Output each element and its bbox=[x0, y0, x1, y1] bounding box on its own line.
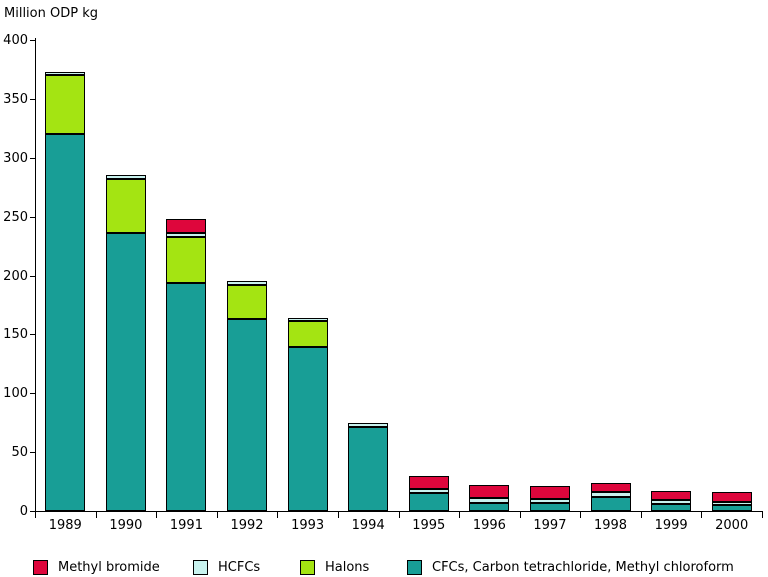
legend-label-methyl-bromide: Methyl bromide bbox=[58, 560, 160, 575]
bar-1989-hcfcs bbox=[45, 71, 86, 76]
bar-1998-hcfcs bbox=[590, 492, 631, 497]
bar-1991-hcfcs bbox=[166, 233, 207, 237]
y-tick bbox=[30, 393, 35, 395]
bar-2000-methyl-bromide bbox=[711, 492, 752, 502]
x-year-label: 1990 bbox=[109, 518, 143, 533]
x-year-label: 1994 bbox=[351, 518, 385, 533]
bar-1999-cfcs bbox=[651, 503, 692, 511]
x-tick bbox=[337, 511, 339, 518]
x-tick bbox=[580, 511, 582, 518]
x-tick bbox=[701, 511, 703, 518]
legend-item-hcfcs: HCFCs bbox=[193, 557, 261, 575]
y-tick-label: 0 bbox=[19, 504, 28, 519]
chart-title: Million ODP kg bbox=[4, 6, 98, 21]
bar-1992-hcfcs bbox=[227, 281, 268, 285]
bar-1991-methyl-bromide bbox=[166, 218, 207, 234]
bar-1996-cfcs bbox=[469, 502, 510, 511]
bar-1996-methyl-bromide bbox=[469, 485, 510, 499]
bar-2000-cfcs bbox=[711, 505, 752, 511]
hcfcs-swatch bbox=[193, 560, 208, 575]
legend-item-methyl-bromide: Methyl bromide bbox=[33, 557, 160, 575]
legend-item-halons: Halons bbox=[300, 557, 370, 575]
x-tick bbox=[216, 511, 218, 518]
y-tick-label: 100 bbox=[3, 386, 28, 402]
y-axis bbox=[35, 38, 36, 512]
y-tick bbox=[30, 452, 35, 454]
bar-1989-cfcs bbox=[45, 134, 86, 511]
x-year-label: 1991 bbox=[169, 518, 203, 533]
y-tick bbox=[30, 216, 35, 218]
bar-2000-hcfcs bbox=[711, 501, 752, 506]
y-tick bbox=[30, 98, 35, 100]
bar-1994-cfcs bbox=[348, 427, 389, 511]
bar-1990-halons bbox=[105, 178, 146, 234]
bar-1993-halons bbox=[287, 321, 328, 348]
bar-1993-cfcs bbox=[287, 347, 328, 511]
y-tick bbox=[30, 275, 35, 277]
bar-1994-hcfcs bbox=[348, 422, 389, 428]
bar-1995-cfcs bbox=[408, 493, 449, 511]
cfcs-swatch bbox=[407, 560, 422, 575]
bar-1999-hcfcs bbox=[651, 500, 692, 504]
bar-1991-cfcs bbox=[166, 282, 207, 511]
halons-swatch bbox=[300, 560, 315, 575]
x-year-label: 1996 bbox=[472, 518, 506, 533]
y-tick-label: 50 bbox=[11, 445, 28, 461]
legend-label-cfcs: CFCs, Carbon tetrachloride, Methyl chlor… bbox=[432, 560, 734, 575]
y-tick-label: 150 bbox=[3, 327, 28, 343]
bar-1995-hcfcs bbox=[408, 488, 449, 494]
legend-label-halons: Halons bbox=[325, 560, 370, 575]
y-tick-label: 350 bbox=[3, 91, 28, 107]
methyl-bromide-swatch bbox=[33, 560, 48, 575]
y-tick bbox=[30, 334, 35, 336]
x-year-label: 1995 bbox=[412, 518, 446, 533]
x-year-label: 1999 bbox=[654, 518, 688, 533]
x-year-label: 1998 bbox=[593, 518, 628, 533]
y-tick-label: 300 bbox=[3, 150, 28, 166]
legend-label-hcfcs: HCFCs bbox=[218, 560, 261, 575]
bar-1997-methyl-bromide bbox=[529, 486, 570, 500]
x-tick bbox=[277, 511, 279, 518]
bar-1993-hcfcs bbox=[287, 317, 328, 322]
x-year-label: 2000 bbox=[715, 518, 749, 533]
bar-1995-methyl-bromide bbox=[408, 475, 449, 489]
x-tick bbox=[398, 511, 400, 518]
x-year-label: 1997 bbox=[533, 518, 567, 533]
x-tick bbox=[640, 511, 642, 518]
bar-1989-halons bbox=[45, 75, 86, 135]
x-tick bbox=[95, 511, 97, 518]
x-year-label: 1993 bbox=[291, 518, 325, 533]
bar-1992-halons bbox=[227, 284, 268, 320]
bar-1999-methyl-bromide bbox=[651, 490, 692, 501]
x-year-label: 1989 bbox=[48, 518, 82, 533]
legend-item-cfcs: CFCs, Carbon tetrachloride, Methyl chlor… bbox=[407, 557, 734, 575]
y-tick bbox=[30, 511, 35, 512]
y-tick-label: 250 bbox=[3, 209, 28, 225]
bar-1996-hcfcs bbox=[469, 498, 510, 503]
bar-1998-methyl-bromide bbox=[590, 482, 631, 493]
y-tick bbox=[30, 40, 35, 41]
x-tick bbox=[35, 511, 36, 518]
y-tick bbox=[30, 157, 35, 159]
x-tick bbox=[459, 511, 461, 518]
x-tick bbox=[156, 511, 158, 518]
y-tick-label: 200 bbox=[3, 268, 28, 284]
bar-1997-cfcs bbox=[529, 502, 570, 511]
bar-1992-cfcs bbox=[227, 319, 268, 511]
x-tick bbox=[519, 511, 521, 518]
bar-1990-hcfcs bbox=[105, 175, 146, 179]
x-year-label: 1992 bbox=[230, 518, 264, 533]
x-tick bbox=[762, 511, 763, 518]
bar-1998-cfcs bbox=[590, 496, 631, 511]
y-tick-label: 400 bbox=[3, 33, 28, 48]
bar-1997-hcfcs bbox=[529, 499, 570, 503]
bar-1991-halons bbox=[166, 236, 207, 283]
bar-1990-cfcs bbox=[105, 233, 146, 511]
